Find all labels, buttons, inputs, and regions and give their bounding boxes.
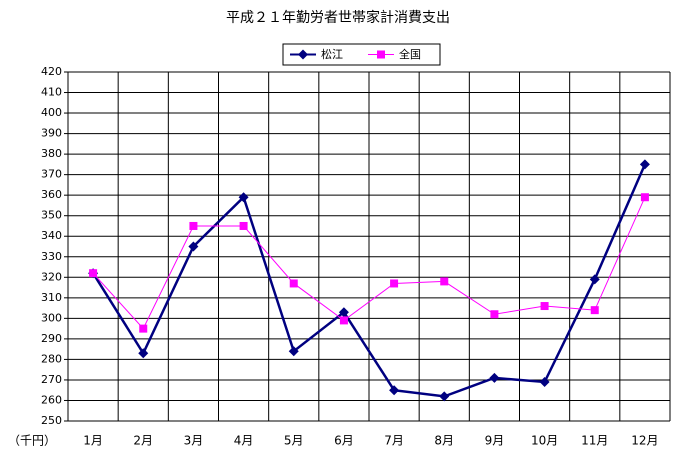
y-tick-label: 310 <box>41 291 62 304</box>
data-point <box>188 241 199 252</box>
y-tick-label: 330 <box>41 250 62 263</box>
y-tick-label: 250 <box>41 414 62 427</box>
data-point <box>338 307 349 318</box>
chart-title: 平成２１年勤労者世帯家計消費支出 <box>226 9 450 26</box>
data-point <box>189 221 198 230</box>
x-tick-label: 1月 <box>83 434 103 448</box>
y-tick-label: 370 <box>41 168 62 181</box>
data-point <box>288 346 299 357</box>
data-point <box>138 348 149 359</box>
y-tick-label: 410 <box>41 86 62 99</box>
x-tick-label: 4月 <box>234 434 254 448</box>
y-tick-label: 290 <box>41 332 62 345</box>
data-point <box>540 302 549 311</box>
data-point <box>490 310 499 319</box>
data-point <box>239 221 248 230</box>
y-tick-label: 380 <box>41 147 62 160</box>
data-point <box>139 324 148 333</box>
y-tick-label: 260 <box>41 393 62 406</box>
x-tick-label: 6月 <box>334 434 354 448</box>
x-tick-label: 3月 <box>184 434 204 448</box>
data-point <box>539 376 550 387</box>
y-tick-label: 320 <box>41 270 62 283</box>
data-point <box>640 193 649 202</box>
y-tick-label: 420 <box>41 65 62 78</box>
y-tick-label: 350 <box>41 209 62 222</box>
data-point <box>440 277 449 286</box>
x-tick-label: 7月 <box>384 434 404 448</box>
y-tick-label: 280 <box>41 352 62 365</box>
y-tick-label: 360 <box>41 188 62 201</box>
series-line <box>92 197 646 330</box>
data-point <box>389 385 400 396</box>
legend-marker <box>298 49 308 60</box>
y-tick-label: 400 <box>41 106 62 119</box>
x-tick-label: 5月 <box>284 434 304 448</box>
data-point <box>238 192 249 203</box>
x-tick-label: 10月 <box>531 434 558 448</box>
x-tick-label: 11月 <box>581 434 608 448</box>
y-axis-label: （千円） <box>8 434 56 448</box>
y-tick-label: 300 <box>41 311 62 324</box>
data-point <box>489 372 500 383</box>
data-point <box>439 391 450 402</box>
data-point <box>89 269 98 278</box>
x-tick-label: 2月 <box>133 434 153 448</box>
y-tick-label: 270 <box>41 373 62 386</box>
data-point <box>339 316 348 325</box>
x-tick-label: 12月 <box>631 434 658 448</box>
legend-label: 松江 <box>321 47 343 61</box>
y-tick-label: 340 <box>41 229 62 242</box>
data-point <box>390 279 399 288</box>
legend-box <box>282 43 441 66</box>
x-tick-label: 8月 <box>434 434 454 448</box>
y-tick-label: 390 <box>41 127 62 140</box>
x-tick-label: 9月 <box>485 434 505 448</box>
legend-label: 全国 <box>399 47 421 61</box>
data-point <box>590 306 599 315</box>
series-line <box>92 163 647 398</box>
data-point <box>589 274 600 285</box>
data-point <box>289 279 298 288</box>
data-point <box>639 159 650 170</box>
legend-marker <box>377 50 385 59</box>
